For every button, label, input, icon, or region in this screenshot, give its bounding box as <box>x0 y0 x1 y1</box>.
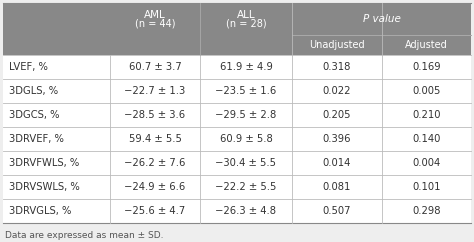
Bar <box>3 79 471 103</box>
Text: ALL: ALL <box>237 10 255 20</box>
Text: 59.4 ± 5.5: 59.4 ± 5.5 <box>128 134 182 144</box>
Text: −22.7 ± 1.3: −22.7 ± 1.3 <box>124 86 186 96</box>
Text: −26.3 ± 4.8: −26.3 ± 4.8 <box>216 206 276 216</box>
Text: 60.7 ± 3.7: 60.7 ± 3.7 <box>128 62 182 72</box>
Text: −22.2 ± 5.5: −22.2 ± 5.5 <box>215 182 277 192</box>
Text: 0.396: 0.396 <box>323 134 351 144</box>
Text: 3DGCS, %: 3DGCS, % <box>9 110 60 120</box>
Text: 0.022: 0.022 <box>323 86 351 96</box>
Text: 3DRVFWLS, %: 3DRVFWLS, % <box>9 158 79 168</box>
Bar <box>3 199 471 223</box>
Text: −28.5 ± 3.6: −28.5 ± 3.6 <box>125 110 185 120</box>
Text: 0.081: 0.081 <box>323 182 351 192</box>
Text: 3DRVEF, %: 3DRVEF, % <box>9 134 64 144</box>
Text: 3DRVGLS, %: 3DRVGLS, % <box>9 206 72 216</box>
Text: (n = 44): (n = 44) <box>135 19 175 29</box>
Text: LVEF, %: LVEF, % <box>9 62 48 72</box>
Text: 3DRVSWLS, %: 3DRVSWLS, % <box>9 182 80 192</box>
Text: 0.014: 0.014 <box>323 158 351 168</box>
Bar <box>3 35 471 55</box>
Text: 0.318: 0.318 <box>323 62 351 72</box>
Bar <box>3 151 471 175</box>
Text: −23.5 ± 1.6: −23.5 ± 1.6 <box>215 86 277 96</box>
Text: 60.9 ± 5.8: 60.9 ± 5.8 <box>219 134 273 144</box>
Text: Unadjusted: Unadjusted <box>309 40 365 50</box>
Text: 0.004: 0.004 <box>412 158 441 168</box>
Text: 0.101: 0.101 <box>412 182 441 192</box>
Text: (n = 28): (n = 28) <box>226 19 266 29</box>
Text: 0.507: 0.507 <box>323 206 351 216</box>
Text: 0.005: 0.005 <box>412 86 441 96</box>
Text: −25.6 ± 4.7: −25.6 ± 4.7 <box>124 206 186 216</box>
Text: Data are expressed as mean ± SD.: Data are expressed as mean ± SD. <box>5 231 164 240</box>
Text: 0.298: 0.298 <box>412 206 441 216</box>
Text: P value: P value <box>363 14 401 24</box>
Bar <box>3 55 471 79</box>
Text: −26.2 ± 7.6: −26.2 ± 7.6 <box>124 158 186 168</box>
Bar <box>3 3 471 35</box>
Text: Adjusted: Adjusted <box>405 40 448 50</box>
Bar <box>3 175 471 199</box>
Text: 3DGLS, %: 3DGLS, % <box>9 86 58 96</box>
Text: 61.9 ± 4.9: 61.9 ± 4.9 <box>219 62 273 72</box>
Text: 0.205: 0.205 <box>323 110 351 120</box>
Text: 0.140: 0.140 <box>412 134 441 144</box>
Text: 0.210: 0.210 <box>412 110 441 120</box>
Text: −30.4 ± 5.5: −30.4 ± 5.5 <box>216 158 276 168</box>
Bar <box>3 103 471 127</box>
Text: 0.169: 0.169 <box>412 62 441 72</box>
Text: −29.5 ± 2.8: −29.5 ± 2.8 <box>215 110 277 120</box>
Text: AML: AML <box>144 10 166 20</box>
Bar <box>3 127 471 151</box>
Text: −24.9 ± 6.6: −24.9 ± 6.6 <box>124 182 186 192</box>
